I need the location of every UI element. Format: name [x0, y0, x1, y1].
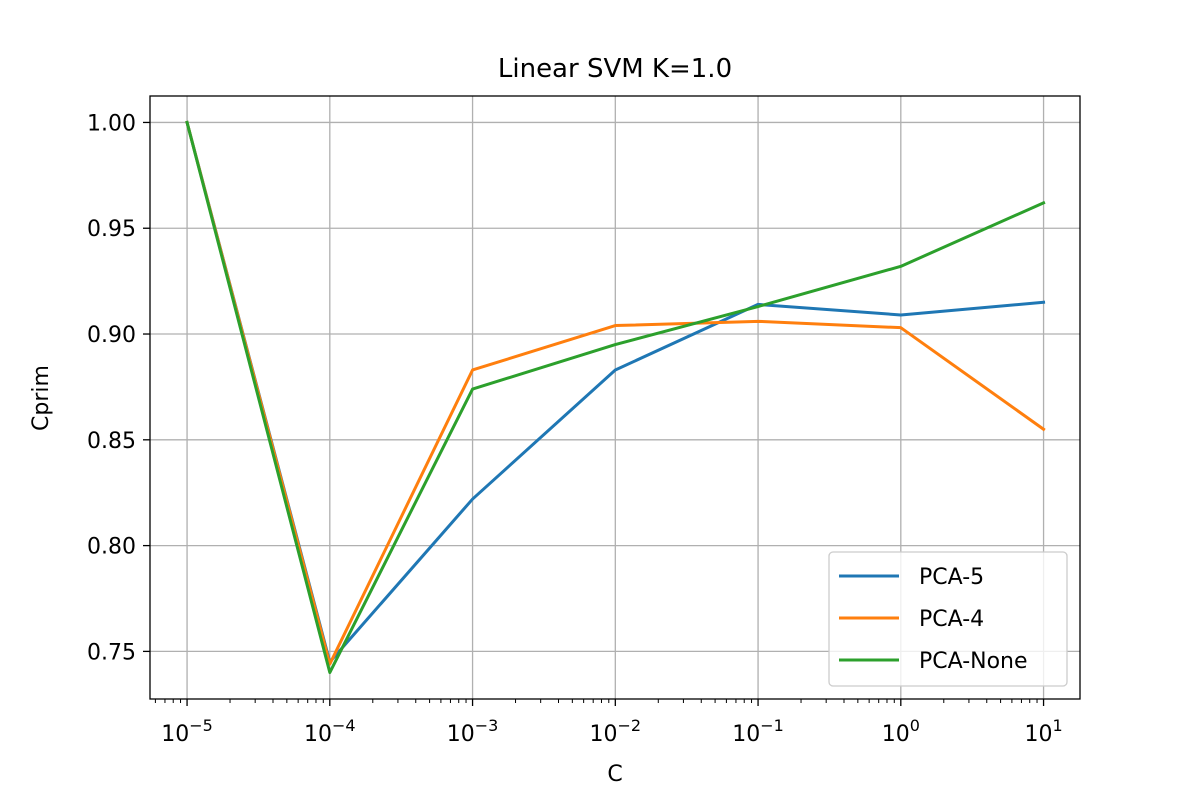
- x-tick-label: 10−4: [304, 716, 356, 747]
- x-tick-base: 10: [590, 722, 618, 747]
- x-tick-label: 10−1: [732, 716, 784, 747]
- y-tick-label: 0.95: [87, 217, 136, 242]
- y-tick-label: 0.90: [87, 323, 136, 348]
- x-tick-base: 10: [882, 722, 910, 747]
- x-tick-exponent: −4: [332, 716, 356, 735]
- x-tick-exponent: −1: [760, 716, 784, 735]
- x-axis-label: C: [607, 762, 622, 787]
- legend-label: PCA-4: [919, 607, 984, 632]
- legend-label: PCA-5: [919, 565, 984, 590]
- x-tick-label: 10−2: [590, 716, 642, 747]
- x-tick-exponent: 1: [1052, 716, 1062, 735]
- x-tick-label: 100: [882, 716, 920, 747]
- y-axis-ticks: 0.75 0.80 0.85 0.90 0.95 1.00: [87, 111, 150, 665]
- y-tick-label: 0.80: [87, 535, 136, 560]
- x-tick-base: 10: [1024, 722, 1052, 747]
- y-tick-label: 0.85: [87, 429, 136, 454]
- series-line-pca-4: [185, 120, 1046, 666]
- legend-box: [828, 551, 1068, 687]
- y-tick-label: 1.00: [87, 111, 136, 136]
- x-tick-label: 10−5: [161, 716, 213, 747]
- series-line-pca-none: [185, 120, 1046, 675]
- x-tick-label: 101: [1024, 716, 1062, 747]
- x-tick-base: 10: [447, 722, 475, 747]
- x-tick-base: 10: [732, 722, 760, 747]
- grid-lines: [150, 96, 1080, 699]
- x-tick-label: 10−3: [447, 716, 499, 747]
- legend: PCA-5 PCA-4 PCA-None: [828, 551, 1068, 687]
- y-tick-label: 0.75: [87, 640, 136, 665]
- x-tick-exponent: 0: [910, 716, 920, 735]
- legend-label: PCA-None: [919, 649, 1028, 674]
- x-tick-exponent: −3: [475, 716, 499, 735]
- y-axis-label: Cprim: [29, 365, 54, 431]
- x-axis-ticks: 10−5 10−4 10−3 10−2 10−1 100 101: [154, 699, 1063, 747]
- chart-title: Linear SVM K=1.0: [498, 54, 732, 84]
- x-tick-base: 10: [304, 722, 332, 747]
- x-tick-exponent: −2: [618, 716, 642, 735]
- series-lines: [185, 120, 1046, 675]
- x-tick-base: 10: [161, 722, 189, 747]
- x-tick-exponent: −5: [189, 716, 213, 735]
